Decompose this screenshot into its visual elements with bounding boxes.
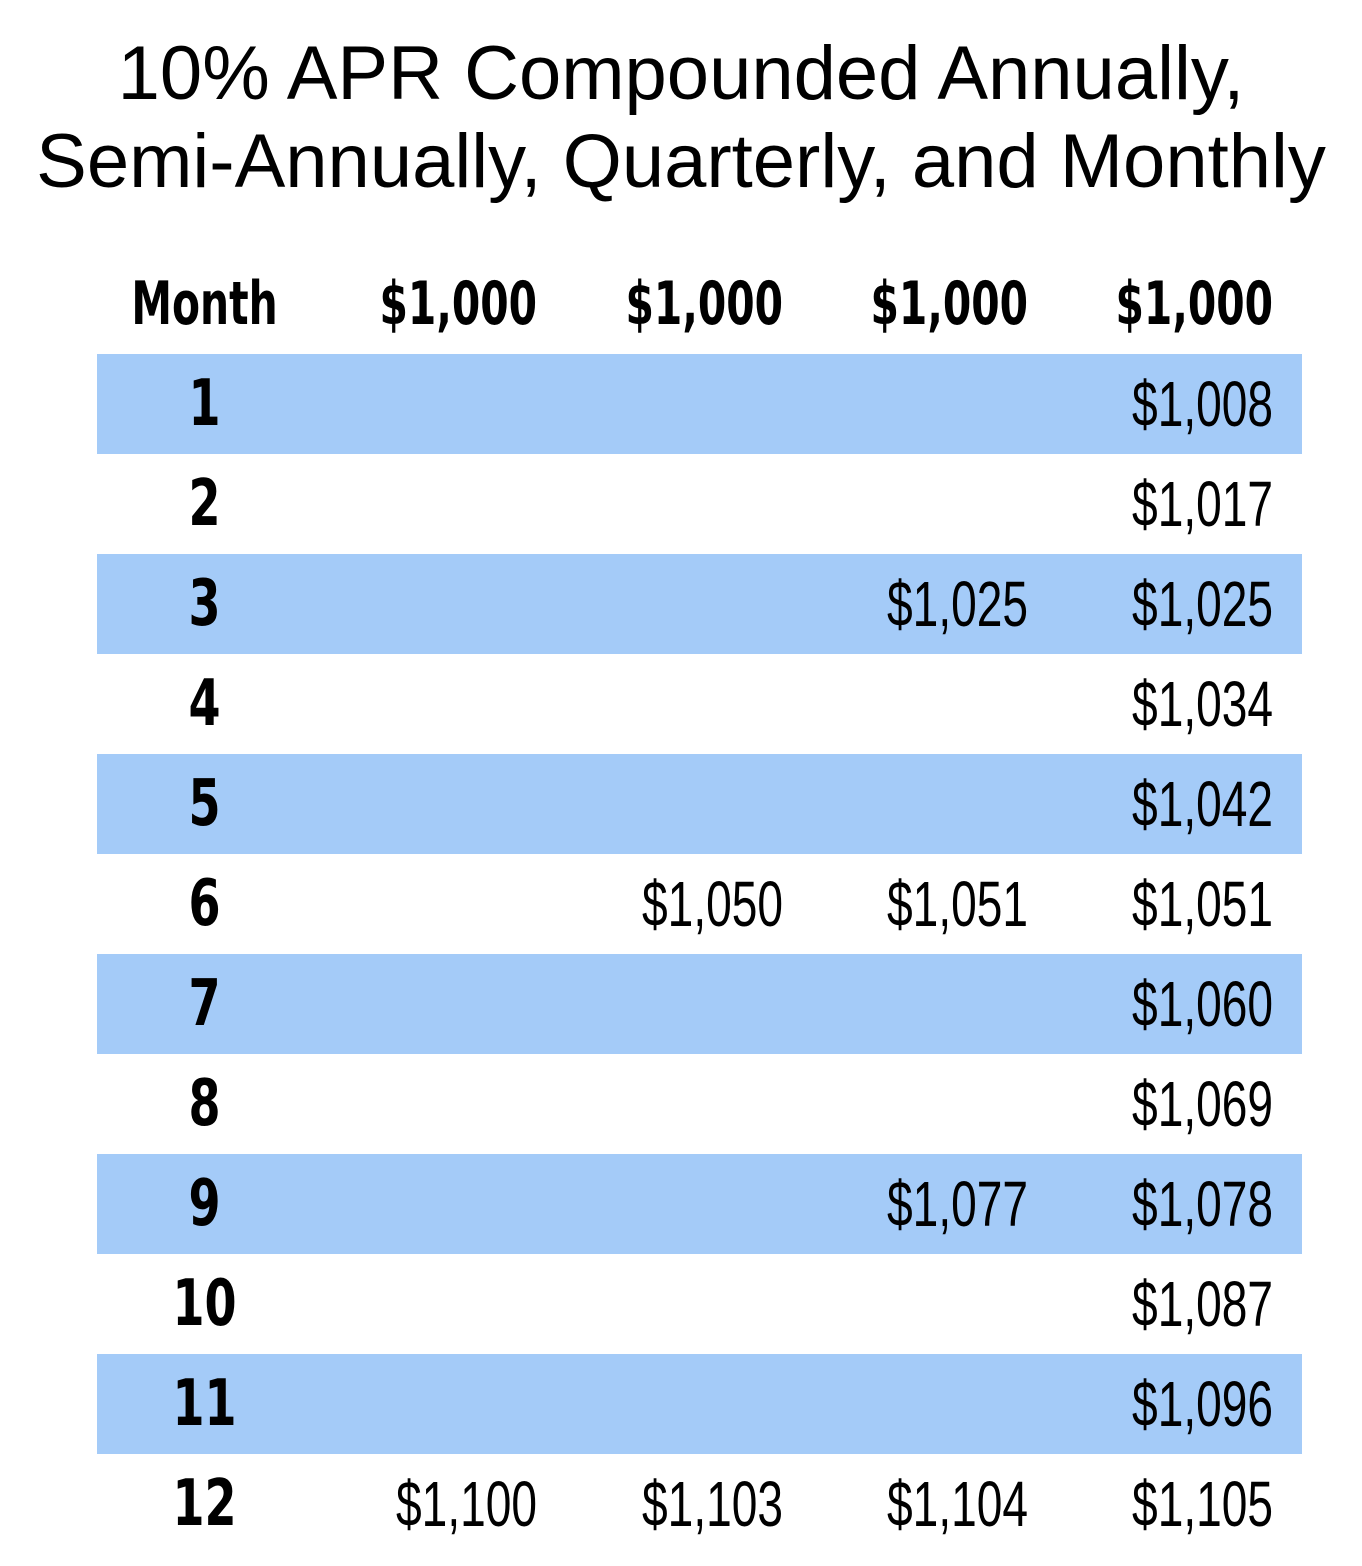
annual-cell — [386, 554, 537, 654]
table-row: 6 $1,050 $1,051 $1,051 — [97, 854, 1302, 954]
annual-cell — [386, 754, 537, 854]
semiannual-cell — [632, 354, 783, 454]
monthly-cell: $1,069 — [1132, 1068, 1273, 1140]
quarterly-cell: $1,025 — [887, 568, 1028, 640]
page-title: 10% APR Compounded Annually, Semi-Annual… — [0, 30, 1362, 206]
month-cell: 2 — [188, 467, 221, 541]
semiannual-cell — [632, 454, 783, 554]
semiannual-cell — [632, 1254, 783, 1354]
month-cell: 5 — [188, 767, 221, 841]
month-cell: 1 — [188, 367, 221, 441]
monthly-cell: $1,042 — [1132, 768, 1273, 840]
month-cell: 11 — [172, 1367, 237, 1441]
monthly-cell: $1,105 — [1132, 1468, 1273, 1540]
annual-cell — [386, 954, 537, 1054]
monthly-cell: $1,025 — [1132, 568, 1273, 640]
header-semiannual-principal: $1,000 — [625, 269, 783, 339]
annual-cell — [386, 454, 537, 554]
semiannual-cell — [632, 654, 783, 754]
monthly-cell: $1,087 — [1132, 1268, 1273, 1340]
month-cell: 9 — [188, 1167, 221, 1241]
semiannual-cell: $1,103 — [642, 1468, 783, 1540]
semiannual-cell — [632, 1354, 783, 1454]
quarterly-cell — [877, 454, 1028, 554]
table-row: 5 $1,042 — [97, 754, 1302, 854]
monthly-cell: $1,078 — [1132, 1168, 1273, 1240]
annual-cell — [386, 1354, 537, 1454]
quarterly-cell: $1,104 — [887, 1468, 1028, 1540]
quarterly-cell — [877, 754, 1028, 854]
semiannual-cell — [632, 1054, 783, 1154]
table-row: 10 $1,087 — [97, 1254, 1302, 1354]
table-row: 12 $1,100 $1,103 $1,104 $1,105 — [97, 1454, 1302, 1554]
table-row: 11 $1,096 — [97, 1354, 1302, 1454]
table-row: 2 $1,017 — [97, 454, 1302, 554]
quarterly-cell — [877, 1354, 1028, 1454]
month-cell: 7 — [188, 967, 221, 1041]
quarterly-cell — [877, 1054, 1028, 1154]
semiannual-cell — [632, 554, 783, 654]
table-row: 1 $1,008 — [97, 354, 1302, 454]
quarterly-cell — [877, 954, 1028, 1054]
header-monthly-principal: $1,000 — [1115, 269, 1273, 339]
header-month: Month — [131, 269, 278, 339]
annual-cell — [386, 854, 537, 954]
annual-cell — [386, 1054, 537, 1154]
table-row: 8 $1,069 — [97, 1054, 1302, 1154]
quarterly-cell: $1,077 — [887, 1168, 1028, 1240]
semiannual-cell — [632, 1154, 783, 1254]
semiannual-cell: $1,050 — [642, 868, 783, 940]
monthly-cell: $1,060 — [1132, 968, 1273, 1040]
quarterly-cell — [877, 1254, 1028, 1354]
table-row: 3 $1,025 $1,025 — [97, 554, 1302, 654]
monthly-cell: $1,096 — [1132, 1368, 1273, 1440]
annual-cell — [386, 654, 537, 754]
annual-cell — [386, 354, 537, 454]
monthly-cell: $1,034 — [1132, 668, 1273, 740]
header-annual-principal: $1,000 — [379, 269, 537, 339]
quarterly-cell — [877, 654, 1028, 754]
table-row: 4 $1,034 — [97, 654, 1302, 754]
month-cell: 4 — [188, 667, 221, 741]
header-quarterly-principal: $1,000 — [870, 269, 1028, 339]
table-header-row: Month $1,000 $1,000 $1,000 $1,000 — [97, 254, 1302, 354]
monthly-cell: $1,017 — [1132, 468, 1273, 540]
month-cell: 3 — [188, 567, 221, 641]
month-cell: 10 — [172, 1267, 237, 1341]
semiannual-cell — [632, 954, 783, 1054]
title-line-1: 10% APR Compounded Annually, — [117, 31, 1245, 116]
title-line-2: Semi-Annually, Quarterly, and Monthly — [36, 119, 1326, 204]
table-row: 7 $1,060 — [97, 954, 1302, 1054]
monthly-cell: $1,008 — [1132, 368, 1273, 440]
month-cell: 6 — [188, 867, 221, 941]
month-cell: 8 — [188, 1067, 221, 1141]
annual-cell — [386, 1254, 537, 1354]
annual-cell: $1,100 — [396, 1468, 537, 1540]
semiannual-cell — [632, 754, 783, 854]
quarterly-cell: $1,051 — [887, 868, 1028, 940]
table-row: 9 $1,077 $1,078 — [97, 1154, 1302, 1254]
month-cell: 12 — [172, 1467, 237, 1541]
monthly-cell: $1,051 — [1132, 868, 1273, 940]
annual-cell — [386, 1154, 537, 1254]
quarterly-cell — [877, 354, 1028, 454]
compounding-table: Month $1,000 $1,000 $1,000 $1,000 1 $1,0… — [97, 254, 1302, 1554]
